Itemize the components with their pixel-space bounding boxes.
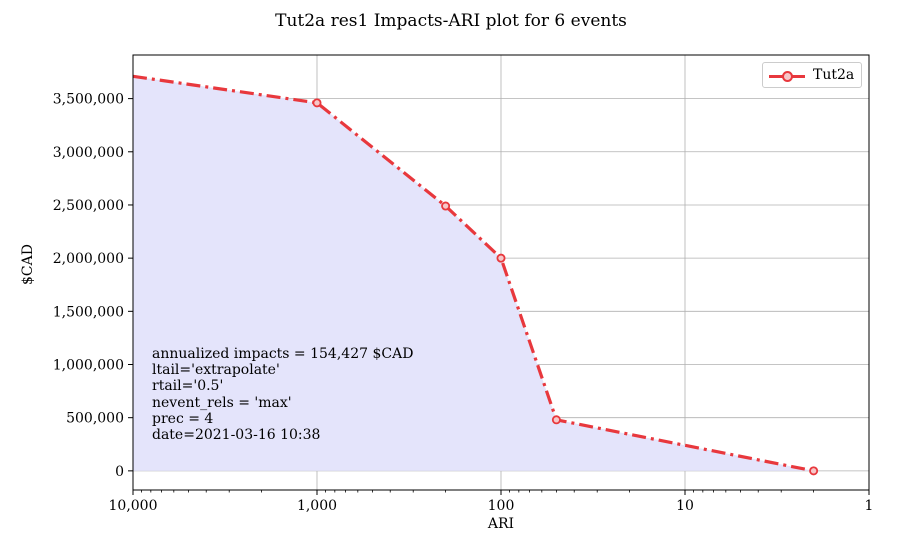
annotation-line: ltail='extrapolate' xyxy=(152,362,280,379)
x-axis-ticks: 10,000 1,000 100 10 1 xyxy=(109,490,874,514)
data-point xyxy=(809,466,819,476)
x-tick-label: 1 xyxy=(865,498,874,514)
annotation-line: rtail='0.5' xyxy=(152,378,224,395)
legend: Tut2a xyxy=(762,62,862,88)
data-point xyxy=(551,415,561,425)
x-axis-label: ARI xyxy=(487,516,515,532)
y-tick-label: 0 xyxy=(115,464,124,480)
x-tick-label: 100 xyxy=(488,498,515,514)
annotation-block: annualized impacts = 154,427 $CAD ltail=… xyxy=(152,346,413,443)
x-tick-label: 10,000 xyxy=(109,498,158,514)
y-axis-label: $CAD xyxy=(20,244,36,285)
y-tick-label: 1,500,000 xyxy=(53,304,124,320)
y-tick-label: 1,000,000 xyxy=(53,357,124,373)
legend-label: Tut2a xyxy=(813,67,855,83)
series-area-fill xyxy=(133,76,814,471)
annotation-line: annualized impacts = 154,427 $CAD xyxy=(152,346,414,362)
data-point xyxy=(496,253,506,263)
annotation-line: prec = 4 xyxy=(152,410,214,427)
y-tick-label: 3,000,000 xyxy=(53,145,124,161)
annotation-line: nevent_rels = 'max' xyxy=(152,394,292,411)
series-markers xyxy=(312,98,819,476)
legend-marker-icon xyxy=(782,71,793,82)
y-tick-label: 3,500,000 xyxy=(53,92,124,108)
series-line xyxy=(132,74,814,473)
data-point xyxy=(441,201,451,211)
x-tick-label: 10 xyxy=(676,498,694,514)
y-tick-label: 500,000 xyxy=(66,411,124,427)
y-tick-label: 2,000,000 xyxy=(53,251,124,267)
x-tick-label: 1,000 xyxy=(297,498,337,514)
data-point xyxy=(312,98,322,108)
y-axis-ticks: 0 500,000 1,000,000 1,500,000 2,000,000 2,500… xyxy=(53,92,133,480)
chart-title: Tut2a res1 Impacts-ARI plot for 6 events xyxy=(275,11,627,31)
y-tick-label: 2,500,000 xyxy=(53,198,124,214)
annotation-line: date=2021-03-16 10:38 xyxy=(152,427,321,444)
